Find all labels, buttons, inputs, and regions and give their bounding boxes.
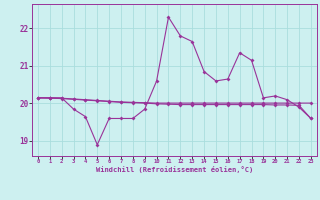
X-axis label: Windchill (Refroidissement éolien,°C): Windchill (Refroidissement éolien,°C) bbox=[96, 166, 253, 173]
